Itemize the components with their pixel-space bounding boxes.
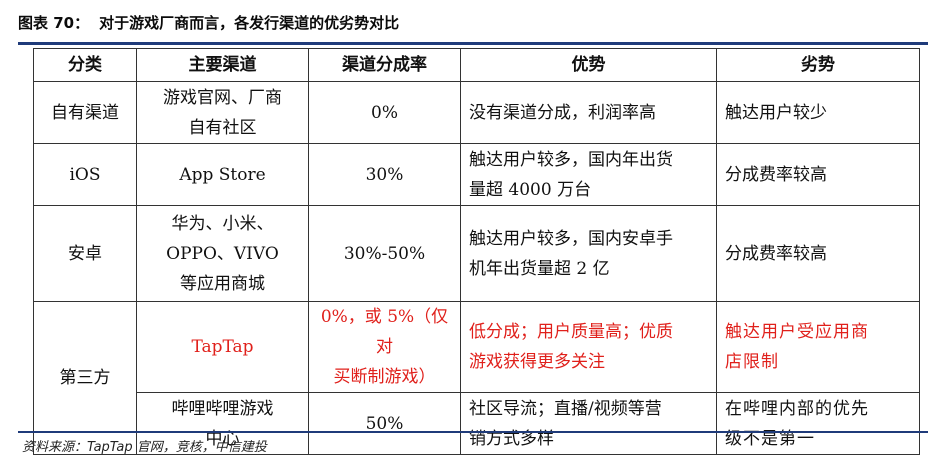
advantage-text: 触达用户较多，国内安卓手 xyxy=(469,228,673,249)
advantage-text: 低分成；用户质量高；优质 xyxy=(469,322,673,342)
advantage-cell: 社区导流；直播/视频等营 销方式多样 xyxy=(460,392,717,455)
channel-text: 游戏官网、厂商 xyxy=(163,87,282,108)
channel-cell: 华为、小米、 OPPO、VIVO 等应用商城 xyxy=(136,205,309,302)
share-cell: 30%-50% xyxy=(308,205,461,302)
category-cell: 第三方 xyxy=(33,301,137,455)
table-row: iOS App Store 30% 触达用户较多，国内年出货 量超 4000 万… xyxy=(33,143,920,206)
share-cell: 50% xyxy=(308,392,461,455)
category-cell: 安卓 xyxy=(33,205,137,302)
channel-cell: 哔哩哔哩游戏 中心 xyxy=(136,392,309,455)
disadvantage-text: 店限制 xyxy=(725,352,779,372)
advantage-cell: 低分成；用户质量高；优质 游戏获得更多关注 xyxy=(460,301,717,393)
figure-label: 图表 70： xyxy=(18,14,90,32)
disadvantage-text: 触达用户受应用商 xyxy=(725,322,869,342)
title-divider xyxy=(18,42,928,45)
channel-text: 自有社区 xyxy=(188,117,257,138)
advantage-text: 机年出货量超 2 亿 xyxy=(469,258,610,279)
channel-text: 等应用商城 xyxy=(180,273,265,294)
advantage-text: 社区导流；直播/视频等营 xyxy=(469,398,662,419)
channel-text: 中心 xyxy=(205,428,240,449)
share-text: 买断制游戏） xyxy=(333,367,436,387)
disadvantage-cell: 分成费率较高 xyxy=(716,205,920,302)
header-revenue-share: 渠道分成率 xyxy=(308,48,461,82)
disadvantage-cell: 触达用户较少 xyxy=(716,81,920,144)
advantage-text: 销方式多样 xyxy=(469,428,554,449)
header-advantages: 优势 xyxy=(460,48,717,82)
disadvantage-cell: 触达用户受应用商 店限制 xyxy=(716,301,920,393)
channel-cell: App Store xyxy=(136,143,309,206)
header-disadvantages: 劣势 xyxy=(716,48,920,82)
advantage-text: 游戏获得更多关注 xyxy=(469,352,605,372)
advantage-cell: 触达用户较多，国内安卓手 机年出货量超 2 亿 xyxy=(460,205,717,302)
advantage-text: 触达用户较多，国内年出货 xyxy=(469,149,673,170)
header-category: 分类 xyxy=(33,48,137,82)
disadvantage-text: 级不是第一 xyxy=(725,428,815,449)
channel-text: OPPO、VIVO xyxy=(166,243,279,264)
table-row: 第三方 TapTap 0%，或 5%（仅对 买断制游戏） 低分成；用户质量高；优… xyxy=(33,301,920,455)
source-divider xyxy=(18,431,928,433)
channel-text: 华为、小米、 xyxy=(171,213,274,234)
header-main-channel: 主要渠道 xyxy=(136,48,309,82)
source-note: 资料来源：TapTap 官网，竞核，中信建投 xyxy=(22,440,267,455)
advantage-text: 量超 4000 万台 xyxy=(469,179,592,200)
channel-cell: TapTap xyxy=(136,301,309,393)
channel-text: 哔哩哔哩游戏 xyxy=(171,398,274,419)
channel-comparison-table: 分类 主要渠道 渠道分成率 优势 劣势 自有渠道 游戏官网、厂商 自有社区 0%… xyxy=(33,48,920,455)
table-row: 安卓 华为、小米、 OPPO、VIVO 等应用商城 30%-50% 触达用户较多… xyxy=(33,205,920,302)
table-row: 自有渠道 游戏官网、厂商 自有社区 0% 没有渠道分成，利润率高 触达用户较少 xyxy=(33,81,920,144)
disadvantage-cell: 在哔哩内部的优先 级不是第一 xyxy=(716,392,920,455)
share-cell: 30% xyxy=(308,143,461,206)
share-cell: 0%，或 5%（仅对 买断制游戏） xyxy=(308,301,461,393)
disadvantage-cell: 分成费率较高 xyxy=(716,143,920,206)
disadvantage-text: 在哔哩内部的优先 xyxy=(725,398,869,419)
document-title: 图表 70： 对于游戏厂商而言，各发行渠道的优劣势对比 xyxy=(18,8,928,38)
share-text: 0%，或 5%（仅对 xyxy=(320,307,449,357)
title-text: 对于游戏厂商而言，各发行渠道的优劣势对比 xyxy=(99,14,400,32)
channel-cell: 游戏官网、厂商 自有社区 xyxy=(136,81,309,144)
category-cell: iOS xyxy=(33,143,137,206)
table-row: 哔哩哔哩游戏 中心 50% 社区导流；直播/视频等营 销方式多样 在哔哩内部的优… xyxy=(34,392,920,455)
advantage-cell: 没有渠道分成，利润率高 xyxy=(460,81,717,144)
share-cell: 0% xyxy=(308,81,461,144)
category-cell: 自有渠道 xyxy=(33,81,137,144)
advantage-cell: 触达用户较多，国内年出货 量超 4000 万台 xyxy=(460,143,717,206)
table-header-row: 分类 主要渠道 渠道分成率 优势 劣势 xyxy=(33,48,920,82)
